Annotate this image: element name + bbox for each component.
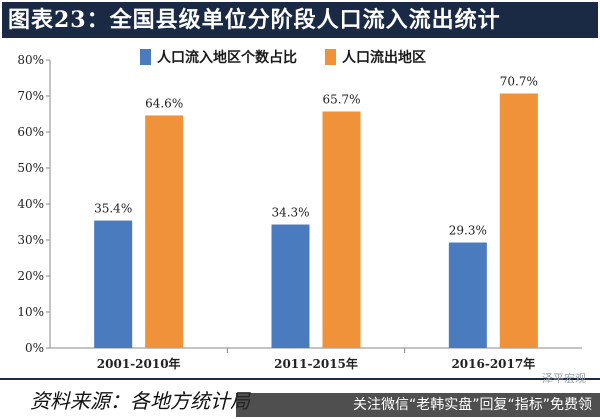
data-label: 34.3% xyxy=(271,206,309,220)
data-label: 65.7% xyxy=(322,92,360,106)
bar-outflow xyxy=(145,115,184,348)
data-label: 29.3% xyxy=(449,224,487,238)
y-tick-label: 30% xyxy=(17,233,44,247)
legend-item-outflow: 人口流出地区 xyxy=(325,47,426,67)
bar-chart: 0% 10% 20% 30% 40% 50% 60% 70% 80% 2001-2010年 2011… xyxy=(17,53,582,371)
legend-label-inflow: 人口流入地区个数占比 xyxy=(157,50,297,66)
chart-legend: 人口流入地区个数占比 人口流出地区 xyxy=(140,46,426,68)
data-label: 64.6% xyxy=(145,96,183,110)
x-tick-label: 2016-2017年 xyxy=(451,356,535,371)
x-tick-label: 2001-2010年 xyxy=(97,356,181,371)
y-tick-label: 0% xyxy=(25,341,44,355)
y-tick-label: 10% xyxy=(17,305,44,319)
bar-inflow xyxy=(448,242,487,348)
bar-inflow xyxy=(271,224,310,348)
y-tick-label: 70% xyxy=(17,89,44,103)
source-note: 资料来源：各地方统计局 xyxy=(30,389,250,413)
y-tick-label: 80% xyxy=(17,53,44,67)
watermark-text: 泽平宏观 xyxy=(542,372,586,385)
data-label: 70.7% xyxy=(500,74,538,88)
bar-inflow xyxy=(94,220,133,348)
footer: 泽平宏观 资料来源：各地方统计局 关注微信“老韩实盘”回复“指标”免费领 xyxy=(0,372,600,419)
promo-overlay: 关注微信“老韩实盘”回复“指标”免费领 xyxy=(236,393,600,417)
y-tick-label: 20% xyxy=(17,269,44,283)
legend-swatch-outflow xyxy=(325,49,336,65)
chart-title: 图表23：全国县级单位分阶段人口流入流出统计 xyxy=(2,2,598,38)
y-tick-label: 60% xyxy=(17,125,44,139)
y-tick-label: 40% xyxy=(17,197,44,211)
y-tick-label: 50% xyxy=(17,161,44,175)
bar-outflow xyxy=(499,93,538,348)
legend-swatch-inflow xyxy=(140,49,151,65)
bar-outflow xyxy=(322,111,361,348)
legend-label-outflow: 人口流出地区 xyxy=(342,50,426,66)
chart-area: 0% 10% 20% 30% 40% 50% 60% 70% 80% 2001-2010年 2011… xyxy=(0,38,600,376)
legend-item-inflow: 人口流入地区个数占比 xyxy=(140,47,297,67)
x-tick-label: 2011-2015年 xyxy=(274,356,358,371)
data-label: 35.4% xyxy=(94,202,132,216)
